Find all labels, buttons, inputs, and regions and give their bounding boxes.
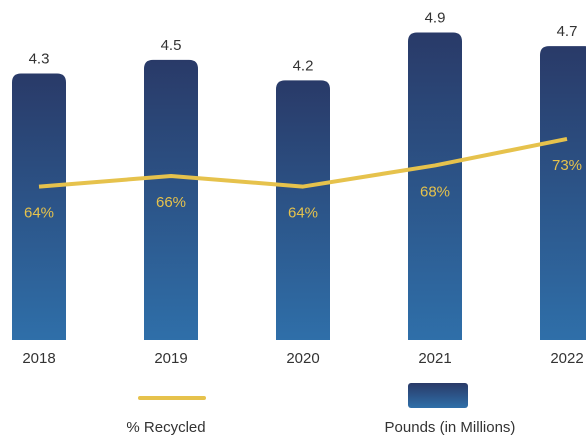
line-value-label: 64% (288, 205, 318, 222)
bar-value-label: 4.7 (557, 23, 578, 40)
line-value-label: 68% (420, 183, 450, 200)
legend-swatch (408, 383, 468, 408)
line-value-label: 64% (24, 205, 54, 222)
bar (144, 59, 198, 340)
bar-value-label: 4.9 (425, 9, 446, 26)
bar (12, 73, 66, 340)
x-tick-label: 2021 (418, 350, 451, 367)
bar (540, 46, 586, 340)
x-tick-label: 2018 (22, 350, 55, 367)
x-tick-label: 2022 (550, 350, 583, 367)
line-value-label: 73% (552, 157, 582, 174)
line (38, 137, 568, 189)
legend-label: Pounds (in Millions) (385, 419, 516, 436)
bar-value-label: 4.5 (161, 37, 182, 54)
line-value-label: 66% (156, 194, 186, 211)
legend-label: % Recycled (126, 419, 205, 436)
x-tick-label: 2019 (154, 350, 187, 367)
bar-value-label: 4.3 (29, 50, 50, 67)
bar-value-label: 4.2 (293, 57, 314, 74)
x-tick-label: 2020 (286, 350, 319, 367)
bar (276, 80, 330, 340)
bar (408, 32, 462, 340)
